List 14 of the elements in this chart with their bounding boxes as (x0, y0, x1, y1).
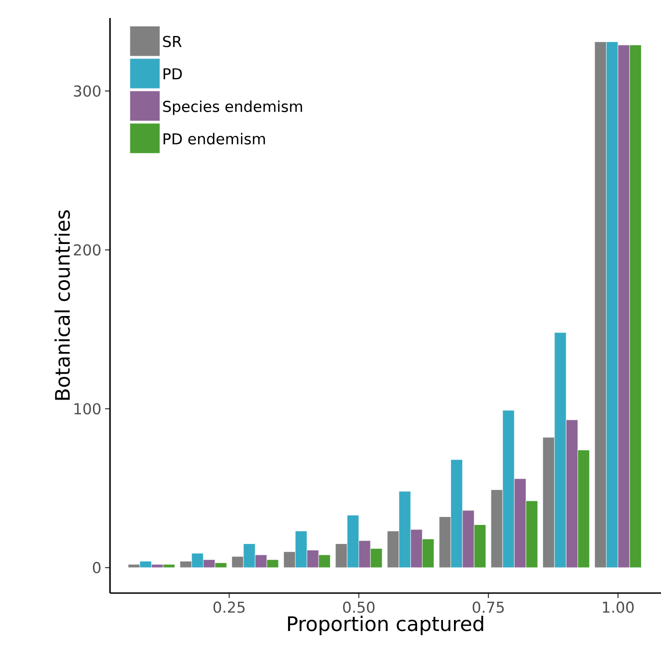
y-tick-label: 300 (74, 85, 100, 97)
legend-label: SR (163, 36, 182, 48)
y-tick-label: 0 (92, 562, 100, 574)
x-tick-label: 0.75 (472, 602, 504, 613)
x-tick-label: 0.50 (343, 602, 375, 613)
x-tick-label: 0.25 (214, 602, 245, 613)
legend-label: Species endemism (163, 100, 302, 116)
legend-label: PD (164, 68, 182, 80)
x-axis-title: Proportion captured (288, 616, 484, 636)
y-tick-label: 200 (74, 244, 100, 256)
y-tick-label: 100 (74, 403, 100, 414)
x-tick-label: 1.00 (602, 602, 634, 613)
y-axis-title: Botanical countries (54, 210, 70, 400)
legend-label: PD endemism (164, 132, 265, 145)
